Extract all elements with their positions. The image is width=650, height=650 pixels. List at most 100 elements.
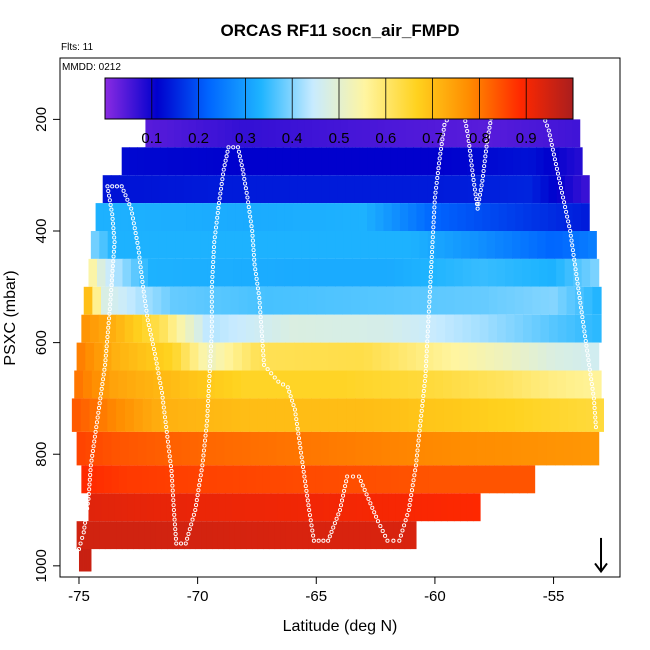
heatmap-cell	[390, 398, 401, 432]
track-point	[104, 348, 109, 354]
track-point	[339, 498, 345, 503]
heatmap-cell	[85, 431, 95, 466]
track-point	[581, 324, 586, 329]
track-point	[305, 493, 310, 498]
heatmap-cell	[116, 398, 126, 432]
heatmap-cell	[476, 431, 487, 466]
track-point	[421, 393, 426, 398]
heatmap-cell	[127, 175, 136, 204]
heatmap-cell	[583, 314, 593, 343]
heatmap-cell	[267, 258, 277, 287]
heatmap-cell	[496, 465, 505, 494]
track-point	[107, 198, 112, 203]
heatmap-cell	[369, 119, 378, 148]
heatmap-cell	[378, 175, 388, 204]
colorbar: 0.1 0.2 0.3 0.4 0.5 0.6 0.7 0.8 0.9	[104, 77, 574, 147]
track-point	[109, 207, 114, 212]
track-point	[437, 156, 442, 161]
heatmap-cell	[488, 398, 498, 432]
heatmap-cell	[225, 119, 233, 148]
heatmap-cell	[337, 342, 347, 371]
heatmap-cell	[488, 258, 498, 287]
heatmap-cell	[90, 549, 92, 572]
heatmap-cell	[343, 258, 353, 287]
heatmap-cell	[359, 286, 369, 315]
track-point	[336, 512, 341, 517]
heatmap-cell	[489, 465, 498, 494]
heatmap-cell	[369, 258, 379, 287]
heatmap-cell	[427, 231, 437, 259]
heatmap-cell	[443, 147, 453, 176]
track-point	[485, 135, 490, 140]
track-point	[198, 473, 203, 478]
heatmap-cell	[188, 370, 198, 399]
track-point	[578, 300, 583, 305]
track-point	[171, 503, 176, 508]
heatmap-cell	[105, 258, 115, 287]
heatmap-cell	[530, 370, 541, 399]
heatmap-cell	[309, 203, 319, 231]
track-point	[332, 521, 337, 526]
track-point	[255, 281, 260, 286]
heatmap-cell	[116, 231, 126, 259]
heatmap-cell	[205, 493, 214, 522]
heatmap-cell	[399, 398, 410, 432]
heatmap-cell	[144, 147, 153, 176]
heatmap-cell	[346, 398, 356, 432]
heatmap-cell	[466, 465, 475, 494]
heatmap-cell	[154, 431, 165, 466]
heatmap-cell	[336, 493, 344, 522]
heatmap-cell	[419, 314, 429, 343]
track-point	[98, 396, 103, 401]
track-point	[250, 238, 255, 243]
heatmap-cell	[363, 370, 374, 399]
heatmap-cell	[225, 493, 233, 522]
heatmap-cell	[203, 119, 212, 148]
heatmap-cell	[350, 203, 360, 231]
heatmap-cell	[258, 258, 268, 287]
heatmap-cell	[151, 398, 162, 432]
heatmap-cell	[118, 370, 128, 399]
track-point	[165, 439, 171, 444]
heatmap-cell	[217, 231, 227, 259]
track-point	[570, 248, 575, 253]
heatmap-cell	[497, 147, 506, 176]
heatmap-cell	[319, 119, 327, 148]
heatmap-cell	[267, 370, 277, 399]
track-point	[206, 383, 212, 389]
heatmap-cell	[256, 286, 266, 315]
heatmap-cell	[223, 370, 233, 399]
heatmap-cell	[360, 231, 370, 259]
track-point	[172, 517, 177, 522]
heatmap-cell	[581, 342, 591, 371]
track-point	[432, 200, 437, 205]
heatmap-cell	[109, 370, 119, 399]
track-point	[165, 434, 170, 439]
track-point	[209, 309, 214, 314]
colorbar-tick-label: 0.5	[329, 130, 350, 147]
heatmap-cell	[129, 147, 138, 176]
heatmap-cell	[225, 231, 235, 259]
track-point	[409, 488, 415, 493]
heatmap-cell	[370, 175, 379, 204]
track-point	[76, 547, 82, 552]
track-point	[108, 297, 113, 302]
track-point	[303, 484, 308, 489]
heatmap-cell	[555, 342, 565, 371]
track-point	[94, 425, 99, 430]
heatmap-cell	[365, 521, 372, 550]
track-point	[259, 329, 264, 334]
track-point	[240, 167, 245, 172]
heatmap-cell	[557, 370, 567, 399]
heatmap-cell	[240, 521, 247, 550]
heatmap-cell	[368, 465, 377, 494]
heatmap-cell	[563, 342, 574, 371]
track-point	[169, 473, 174, 478]
heatmap-cell	[284, 203, 294, 231]
track-point	[257, 300, 262, 305]
heatmap-cell	[210, 119, 219, 148]
heatmap-cell	[450, 431, 461, 466]
heatmap-cell	[267, 147, 276, 176]
heatmap-cell	[137, 147, 146, 176]
heatmap-cell	[328, 342, 339, 371]
